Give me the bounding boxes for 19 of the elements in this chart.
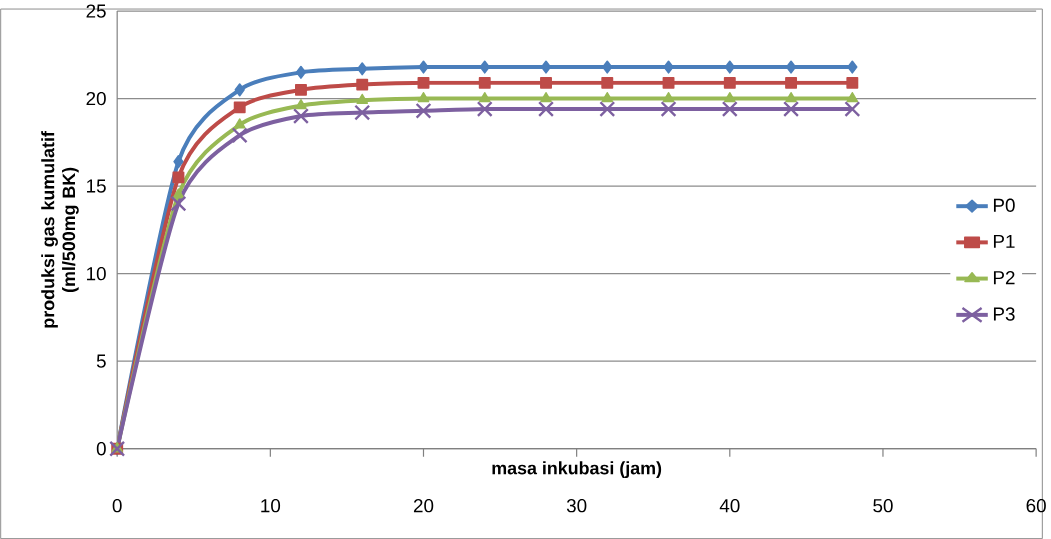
x-tick-label: 50 [873, 498, 893, 513]
x-tick-label: 40 [719, 498, 740, 513]
y-tick-label: 5 [96, 354, 106, 368]
y-axis-title: produksi gas kumulatif (ml/500mg BK) [41, 130, 79, 328]
legend-label: P2 [993, 270, 1015, 285]
x-tick-label: 0 [112, 498, 122, 513]
y-tick-label: 15 [87, 179, 106, 193]
x-axis-title: masa inkubasi (jam) [492, 461, 662, 478]
y-tick-label: 20 [86, 91, 106, 106]
legend-label: P0 [993, 198, 1015, 212]
legend-label: P1 [993, 234, 1015, 248]
y-tick-label: 25 [86, 4, 106, 18]
x-tick-label: 10 [261, 498, 281, 513]
y-tick-label: 0 [96, 441, 106, 456]
legend-label: P3 [993, 307, 1015, 321]
x-tick-label: 60 [1026, 498, 1046, 513]
x-tick-label: 20 [413, 498, 434, 513]
x-tick-label: 30 [566, 498, 587, 513]
y-tick-label: 10 [87, 266, 106, 281]
